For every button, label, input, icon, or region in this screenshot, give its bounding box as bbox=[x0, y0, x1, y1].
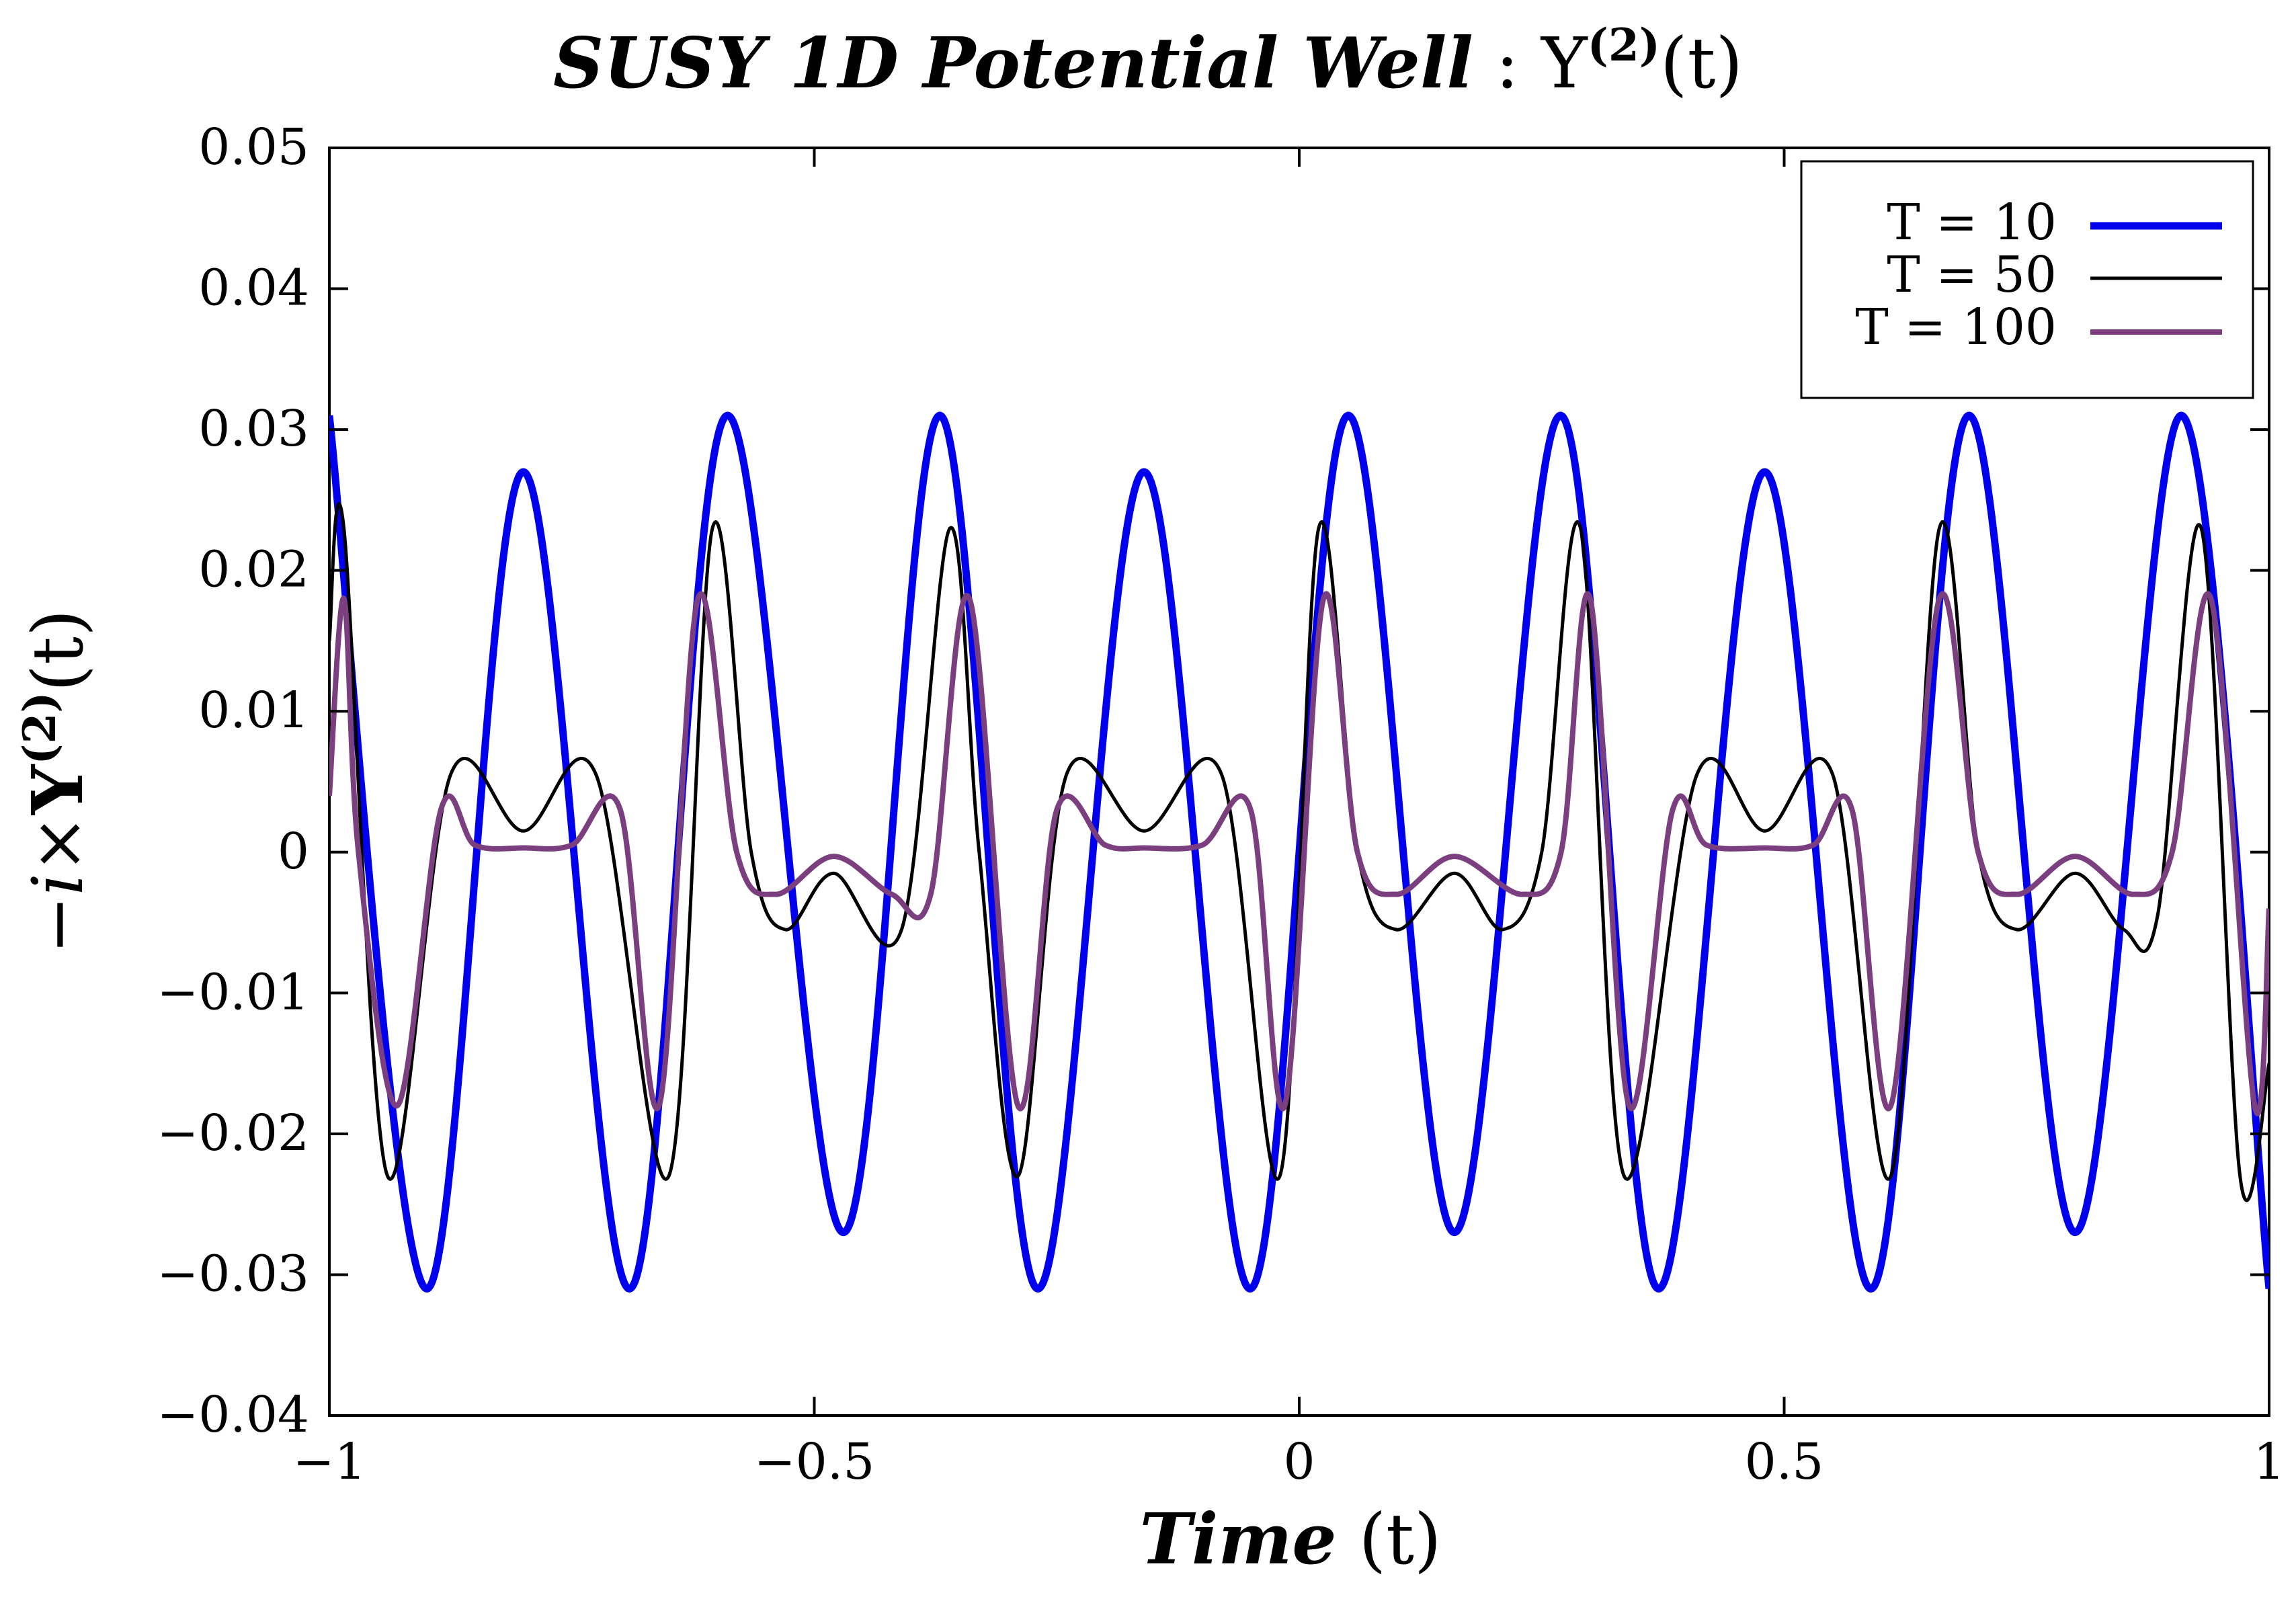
legend: T = 10 T = 50 T = 100 bbox=[1800, 160, 2254, 399]
x-tick-label: 0 bbox=[1283, 1433, 1315, 1491]
series-layer bbox=[329, 411, 2269, 1293]
x-axis-label: Time (t) bbox=[1139, 1498, 1441, 1580]
chart-title-symbol: Υ bbox=[1540, 22, 1588, 104]
chart-title-superscript: (2) bbox=[1588, 19, 1660, 71]
y-axis-ticks: −0.04 −0.03 −0.02 −0.01 0 0.01 0.02 0.03 0.04 0.0… bbox=[157, 118, 2269, 1444]
legend-label-2: T = 100 bbox=[1855, 298, 2057, 356]
y-tick-label: 0.02 bbox=[198, 541, 309, 599]
y-tick-label: 0.04 bbox=[198, 259, 309, 317]
x-tick-label: 1 bbox=[2253, 1433, 2285, 1491]
x-tick-label: −0.5 bbox=[754, 1433, 875, 1491]
x-tick-label: 0.5 bbox=[1745, 1433, 1824, 1491]
y-axis-label-symbol: Υ bbox=[16, 764, 99, 815]
y-tick-label: −0.03 bbox=[157, 1245, 309, 1303]
y-axis-label-superscript: (2) bbox=[13, 692, 66, 764]
legend-label-1: T = 50 bbox=[1887, 246, 2057, 304]
y-axis-label: −i×Υ(2)(t) bbox=[13, 609, 99, 954]
series-line-1 bbox=[329, 502, 2269, 1202]
y-axis-label-arg: (t) bbox=[17, 609, 99, 692]
y-tick-label: −0.02 bbox=[157, 1104, 309, 1162]
y-tick-label: 0.03 bbox=[198, 400, 309, 458]
y-tick-label: 0.01 bbox=[198, 682, 309, 739]
chart-title: SUSY 1D Potential Well : Υ(2)(t) bbox=[553, 19, 1743, 104]
y-tick-label: −0.01 bbox=[157, 963, 309, 1021]
y-tick-label: −0.04 bbox=[157, 1386, 309, 1444]
legend-label-0: T = 10 bbox=[1887, 194, 2057, 251]
y-tick-label: 0.05 bbox=[198, 118, 309, 176]
chart-title-arg: (t) bbox=[1660, 22, 1743, 104]
y-axis-label-prefix: −i× bbox=[17, 815, 99, 954]
x-axis-ticks: −1 −0.5 0 0.5 1 bbox=[292, 148, 2285, 1491]
y-tick-label: 0 bbox=[278, 823, 309, 881]
x-axis-label-rest: (t) bbox=[1337, 1498, 1442, 1580]
chart-title-italic: SUSY 1D Potential Well bbox=[553, 22, 1473, 104]
x-tick-label: −1 bbox=[292, 1433, 366, 1491]
series-line-2 bbox=[329, 591, 2269, 1116]
x-axis-label-italic: Time bbox=[1139, 1498, 1336, 1580]
chart-title-separator: : bbox=[1473, 22, 1541, 104]
